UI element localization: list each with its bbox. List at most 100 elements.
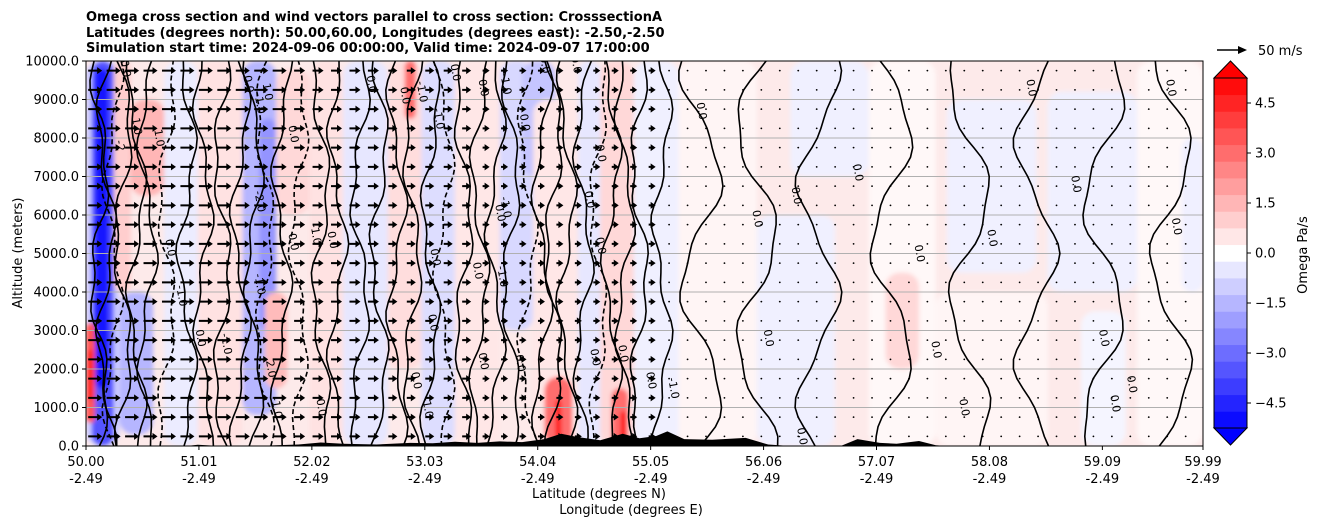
wind-vector [593, 278, 601, 286]
contour-label: 0.0 [912, 244, 928, 263]
contour-label: 0.0 [761, 328, 777, 347]
wind-vector [1147, 108, 1150, 111]
contour-label: -1.0 [430, 107, 447, 130]
wind-vector [1055, 223, 1058, 226]
wind-vector [593, 240, 601, 248]
contour-label: -1.0 [252, 273, 269, 296]
wind-vector [1092, 339, 1095, 342]
wind-vector [1074, 339, 1076, 342]
wind-vector [1166, 435, 1169, 438]
wind-vector [519, 240, 527, 248]
wind-vector [180, 105, 195, 113]
wind-vector [760, 88, 763, 91]
wind-vector [834, 300, 837, 303]
wind-vector [686, 165, 689, 168]
wind-vector [1055, 339, 1058, 342]
wind-vector [648, 278, 656, 286]
wind-vector [871, 242, 873, 245]
wind-vector [331, 124, 343, 132]
wind-vector [778, 185, 781, 188]
wind-vector [556, 278, 564, 286]
wind-vector [1110, 165, 1113, 168]
wind-vector [593, 201, 601, 209]
wind-vector [217, 105, 232, 113]
wind-vector [1129, 185, 1132, 188]
wind-vector [1055, 127, 1058, 130]
wind-vector [312, 105, 324, 113]
wind-vector [425, 355, 435, 363]
wind-vector [908, 358, 910, 361]
wind-vector [778, 242, 781, 245]
contour-label: 0.0 [325, 230, 341, 249]
x-tick-label-lon: -2.49 [1186, 472, 1220, 487]
wind-vector [106, 67, 121, 75]
wind-vector [388, 413, 398, 421]
contour-label: 0.0 [749, 209, 765, 228]
wind-vector [519, 375, 527, 383]
wind-vector [889, 204, 892, 207]
contour-line [869, 61, 914, 446]
wind-vector [852, 416, 855, 419]
wind-vector [705, 300, 707, 303]
wind-vector [889, 223, 892, 226]
wind-vector [443, 201, 453, 209]
wind-vector [106, 144, 121, 152]
wind-vector [406, 394, 416, 402]
wind-vector [1129, 165, 1132, 168]
wind-vector [180, 67, 195, 75]
wind-vector [778, 69, 781, 72]
contour-line [113, 61, 133, 446]
wind-vector [462, 336, 472, 344]
wind-vector [1129, 358, 1132, 361]
contour-line [157, 61, 176, 446]
wind-vector [556, 163, 564, 171]
contour-line [135, 61, 160, 446]
contour-label: 0.0 [593, 236, 609, 255]
wind-vector [1074, 358, 1076, 361]
wind-vector [1092, 416, 1095, 419]
wind-vector [871, 435, 873, 438]
wind-vector [1074, 281, 1076, 284]
plot-area: 0.01.0-2 1.00.0-1.00.0 -1.00.0 1.0-1.00.0-2… [85, 60, 1204, 447]
wind-vector [106, 201, 121, 209]
wind-vector [1166, 396, 1169, 399]
wind-vector [331, 259, 343, 267]
wind-vector [574, 413, 582, 421]
wind-vector [1110, 223, 1113, 226]
wind-vector [254, 298, 269, 306]
wind-vector [406, 355, 416, 363]
wind-vector [668, 204, 670, 207]
colorbar-segment [1214, 361, 1247, 379]
wind-vector [88, 413, 103, 421]
wind-vector [501, 182, 509, 190]
wind-vector [1147, 223, 1150, 226]
wind-vector [161, 375, 176, 383]
wind-vector [668, 223, 670, 226]
quiver-key-label: 50 m/s [1258, 44, 1303, 59]
colorbar-segment [1214, 378, 1247, 396]
wind-vector [462, 298, 472, 306]
wind-vector [88, 105, 103, 113]
wind-vector [1166, 242, 1169, 245]
wind-vector [723, 377, 726, 380]
wind-vector [254, 163, 269, 171]
wind-vector [125, 105, 140, 113]
wind-vector [668, 339, 670, 342]
wind-vector [125, 144, 140, 152]
wind-vector [143, 182, 158, 190]
wind-vector [1184, 281, 1187, 284]
wind-vector [1184, 204, 1187, 207]
contour-label: -1.0 [665, 376, 682, 399]
x-tick-label-lat: 51.01 [180, 455, 217, 470]
wind-vector [217, 144, 232, 152]
contour-line [100, 61, 125, 446]
wind-vector [519, 67, 527, 75]
wind-vector [723, 262, 726, 265]
wind-vector [630, 298, 638, 306]
wind-vector [1129, 300, 1132, 303]
wind-vector [1184, 127, 1187, 130]
wind-vector [944, 223, 947, 226]
wind-vector [574, 317, 582, 325]
wind-vector [1092, 242, 1095, 245]
wind-vector [834, 339, 837, 342]
